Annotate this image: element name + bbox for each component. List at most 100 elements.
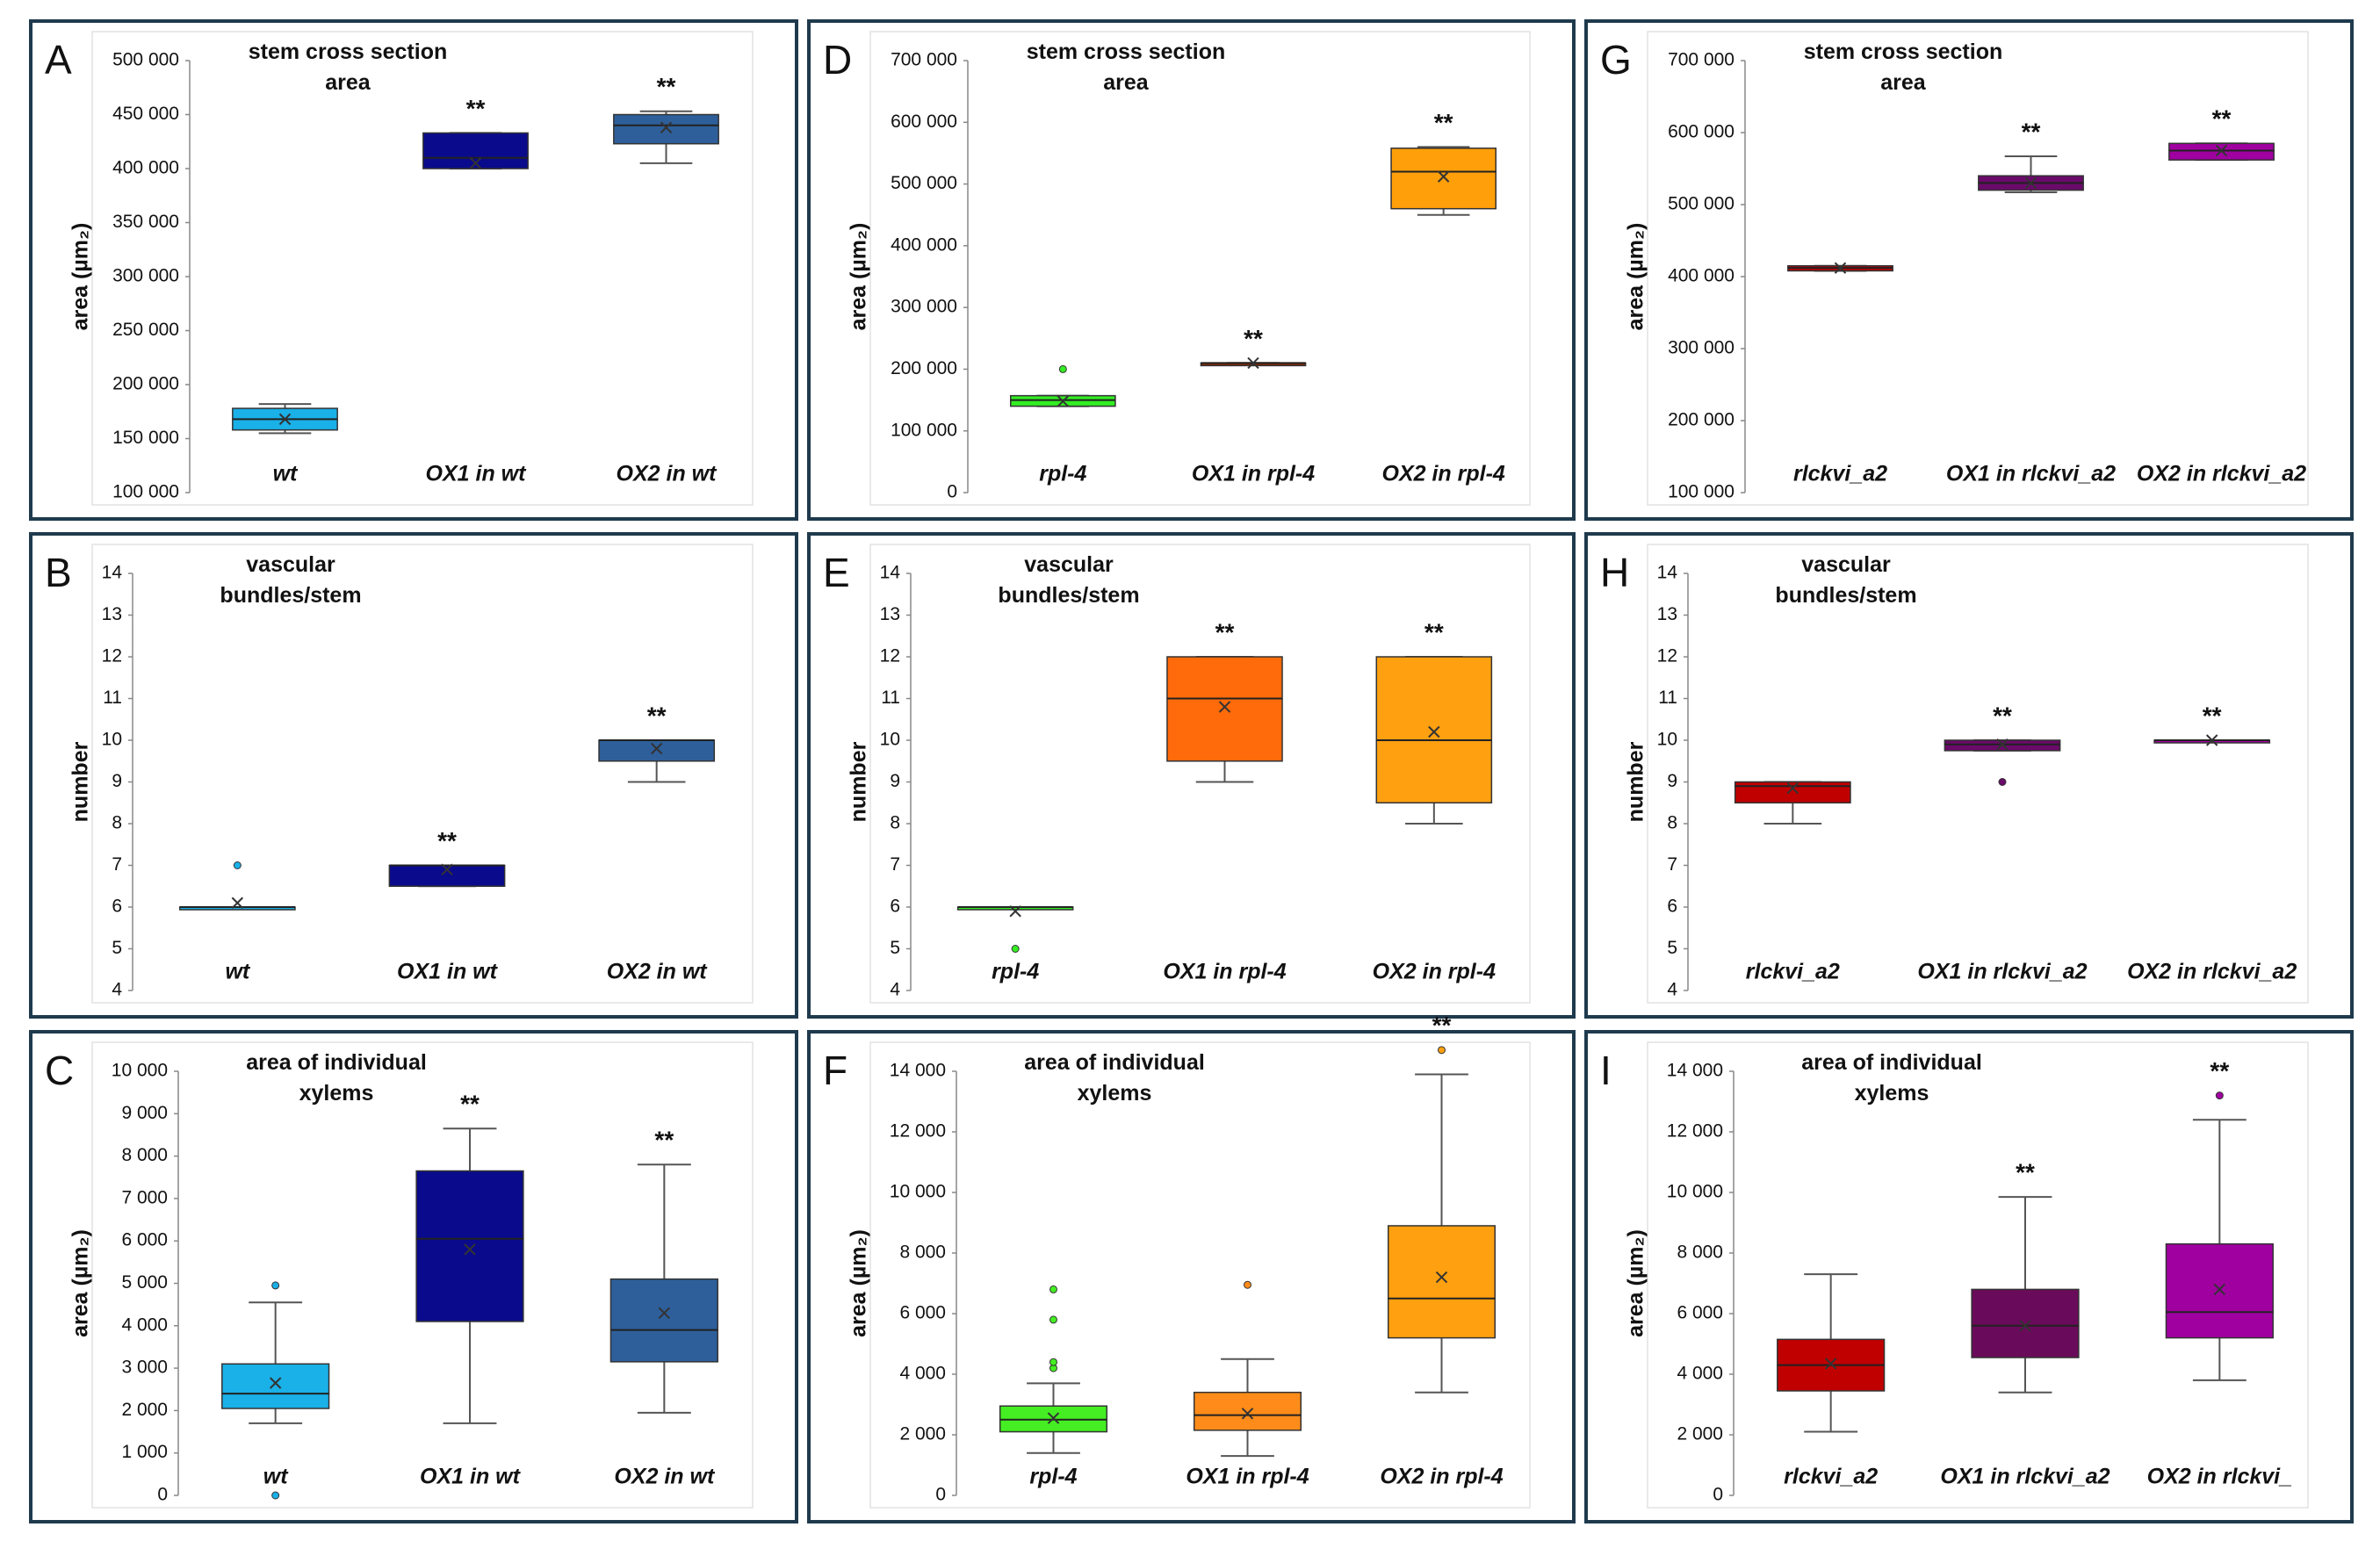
y-tick-label: 4 000	[899, 1364, 946, 1384]
chart-title: stem cross section area	[248, 40, 448, 95]
chart-title: vascular bundles/stem	[1775, 552, 1917, 608]
y-tick-label: 10	[880, 730, 900, 750]
significance: **	[657, 73, 676, 100]
x-tick-label: OX1 in rlckvi_a2	[1917, 960, 2087, 984]
y-tick-label: 14 000	[1667, 1061, 1723, 1081]
mean-marker	[1009, 905, 1021, 918]
y-tick-label: 4	[890, 980, 900, 1000]
title-box: area of individual xylems	[1801, 1050, 1982, 1106]
y-tick-label: 500 000	[112, 50, 179, 70]
x-tick-label: rpl-4	[1029, 1465, 1077, 1489]
y-tick-label: 4	[112, 980, 122, 1000]
plot-frame	[1647, 31, 2309, 506]
panel-label: H	[1600, 550, 1629, 595]
y-tick-label: 14	[102, 563, 123, 583]
x-tick-label: rlckvi_a2	[1793, 462, 1887, 486]
outlier	[271, 1281, 280, 1290]
x-tick-label: OX1 in wt	[420, 1465, 522, 1489]
mean-marker	[650, 742, 663, 755]
panel-frame	[807, 1030, 1576, 1523]
y-axis-label: area (µm₂)	[847, 1229, 871, 1337]
y-tick-label: 10 000	[1667, 1182, 1723, 1202]
title-box: vascular bundles/stem	[220, 552, 362, 608]
y-axis-label: area (µm₂)	[69, 1229, 93, 1337]
y-tick-label: 500 000	[1668, 194, 1735, 214]
significance: **	[466, 95, 486, 122]
y-tick-label: 100 000	[891, 420, 957, 440]
y-tick-label: 9 000	[121, 1103, 168, 1123]
y-tick-label: 9	[112, 771, 122, 791]
mean-marker	[469, 157, 482, 169]
plot-frame	[1647, 1041, 2309, 1509]
box	[613, 113, 719, 145]
box	[609, 1278, 718, 1363]
panel-frame	[29, 1030, 798, 1523]
chart-title: vascular bundles/stem	[220, 552, 362, 608]
mean-marker	[2019, 1320, 2031, 1332]
y-tick-label: 6 000	[899, 1303, 946, 1323]
y-tick-label: 1 000	[121, 1442, 168, 1462]
y-tick-label: 6	[890, 897, 900, 917]
y-tick-label: 100 000	[112, 482, 179, 502]
y-tick-label: 0	[947, 482, 957, 502]
y-tick-label: 8	[1667, 813, 1677, 833]
y-tick-label: 5	[1667, 938, 1677, 958]
y-tick-label: 200 000	[1668, 410, 1735, 430]
y-tick-label: 13	[880, 604, 900, 624]
x-tick-label: OX2 in rlckvi_a2	[2127, 960, 2297, 984]
y-tick-label: 450 000	[112, 104, 179, 124]
y-tick-label: 4 000	[1677, 1364, 1723, 1384]
y-tick-label: 2 000	[121, 1400, 168, 1420]
significance: **	[1215, 618, 1235, 645]
box	[2165, 1242, 2274, 1339]
y-axis-label: area (µm₂)	[847, 223, 871, 331]
outlier	[1244, 1280, 1251, 1289]
y-tick-label: 7 000	[121, 1187, 168, 1207]
title-box: stem cross section area	[1804, 40, 2003, 95]
x-tick-label: OX2 in rpl-4	[1382, 462, 1505, 486]
panel-label: C	[45, 1048, 74, 1093]
y-tick-label: 300 000	[891, 297, 957, 317]
x-tick-label: OX1 in rpl-4	[1163, 960, 1286, 984]
y-axis-label: number	[1624, 741, 1648, 822]
mean-marker	[2213, 1283, 2226, 1296]
y-axis-label: area (µm₂)	[69, 223, 93, 331]
y-tick-label: 9	[1667, 771, 1677, 791]
y-tick-label: 12 000	[890, 1121, 946, 1142]
x-tick-label: OX1 in rpl-4	[1186, 1465, 1309, 1489]
x-tick-label: rpl-4	[1039, 462, 1086, 486]
significance: **	[2016, 1159, 2035, 1186]
outlier	[271, 1491, 280, 1500]
y-tick-label: 2 000	[899, 1424, 946, 1444]
y-tick-label: 5	[890, 938, 900, 958]
significance: **	[2022, 118, 2041, 145]
box	[1166, 656, 1283, 762]
y-tick-label: 8	[890, 813, 900, 833]
y-axis-label: area (µm₂)	[1624, 223, 1648, 331]
significance: **	[1993, 702, 2012, 729]
significance: **	[2210, 1057, 2229, 1084]
y-tick-label: 3 000	[121, 1358, 168, 1378]
x-tick-label: OX2 in rpl-4	[1373, 960, 1496, 984]
plot-frame	[91, 1041, 754, 1509]
panel-frame	[807, 532, 1576, 1019]
y-tick-label: 600 000	[891, 112, 957, 132]
significance: **	[1432, 1012, 1452, 1039]
outlier	[1049, 1358, 1057, 1366]
y-tick-label: 4 000	[121, 1315, 168, 1335]
panel-label: A	[45, 37, 72, 83]
x-tick-label: wt	[225, 960, 250, 984]
chart-title: stem cross section area	[1026, 40, 1226, 95]
y-tick-label: 8	[112, 813, 122, 833]
panel-frame	[29, 532, 798, 1019]
y-tick-label: 6	[112, 897, 122, 917]
y-tick-label: 6	[1667, 897, 1677, 917]
x-tick-label: OX1 in rlckvi_a2	[1940, 1465, 2110, 1489]
panel-label: D	[823, 37, 852, 83]
panel-frame	[29, 19, 798, 521]
x-tick-label: wt	[263, 1465, 289, 1489]
panel-frame	[807, 19, 1576, 521]
y-tick-label: 6 000	[1677, 1303, 1723, 1323]
y-tick-label: 12	[1657, 646, 1677, 666]
